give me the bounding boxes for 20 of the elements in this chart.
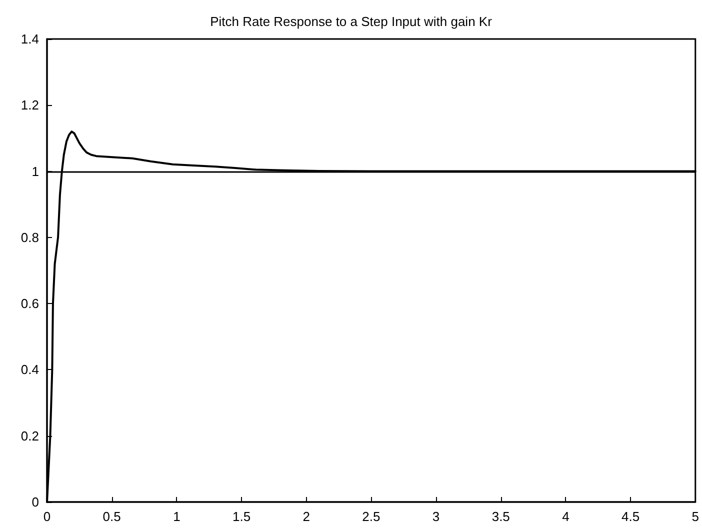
- y-tick-label: 0.8: [20, 230, 39, 245]
- x-tick-label: 0: [43, 509, 51, 524]
- x-tick-label: 4: [562, 509, 570, 524]
- x-tick-label: 1.5: [232, 509, 251, 524]
- x-tick-label: 0.5: [102, 509, 121, 524]
- x-tick-label: 4.5: [622, 509, 640, 524]
- x-tick-label: 3: [432, 509, 440, 524]
- x-tick-label: 1: [173, 509, 180, 524]
- y-tick-label: 0.2: [20, 428, 39, 444]
- x-tick-label: 5: [692, 509, 699, 524]
- chart-title: Pitch Rate Response to a Step Input with gain Kr: [210, 14, 493, 29]
- x-tick-label: 2.5: [362, 509, 380, 524]
- x-tick-label: 3.5: [492, 509, 510, 524]
- y-tick-label: 1.2: [20, 98, 39, 113]
- y-tick-label: 1: [32, 164, 39, 179]
- y-tick-label: 1.4: [20, 32, 39, 46]
- y-tick-label: 0: [32, 494, 39, 510]
- y-tick-label: 0.6: [20, 296, 39, 312]
- y-tick-label: 0.4: [20, 362, 39, 378]
- x-tick-label: 2: [302, 509, 310, 524]
